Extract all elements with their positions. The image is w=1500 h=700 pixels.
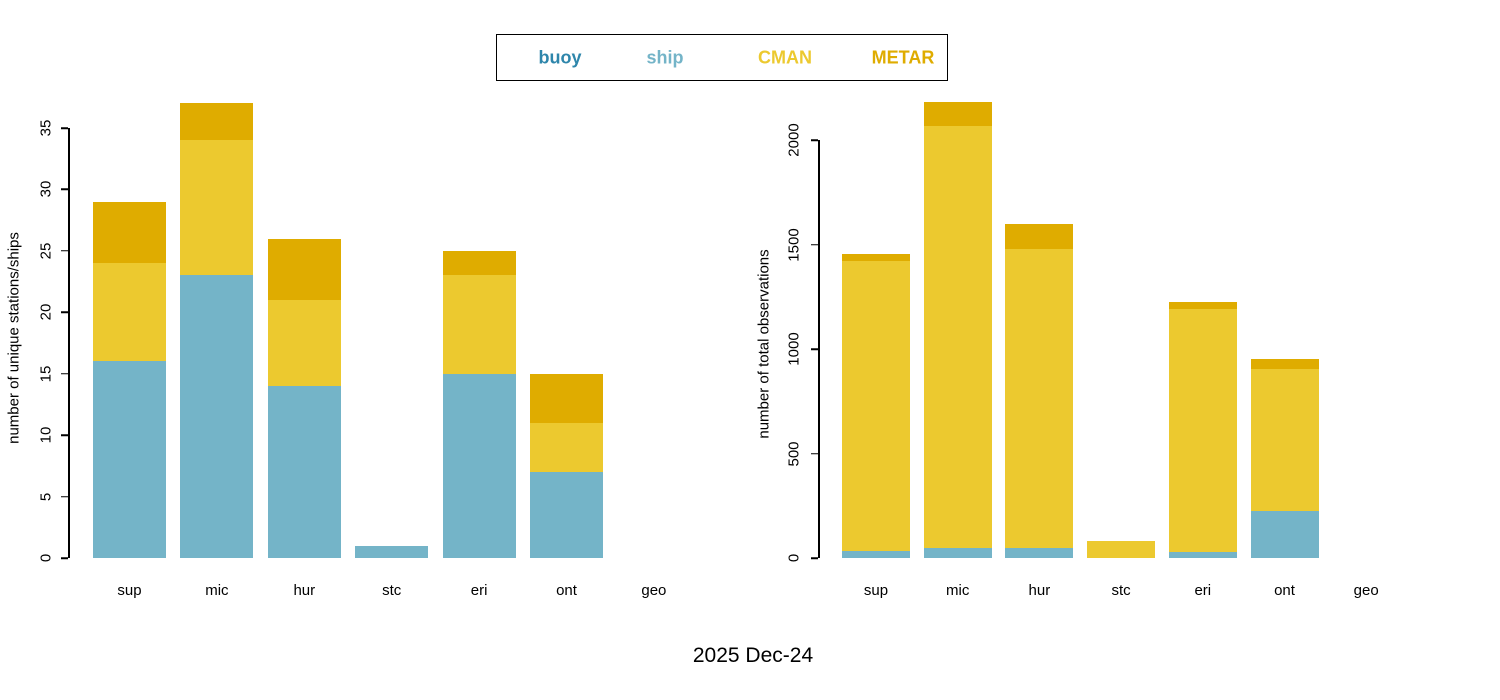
x-tick-label-mic: mic xyxy=(205,582,229,599)
y-tick-label: 2000 xyxy=(785,123,803,157)
bar-segment-CMAN xyxy=(267,300,341,386)
x-tick-label-stc: stc xyxy=(382,582,402,599)
y-axis-tick xyxy=(811,348,818,350)
legend-item-ship: ship xyxy=(646,47,684,67)
bar-segment-METAR xyxy=(1168,301,1237,310)
y-axis-tick xyxy=(61,311,68,314)
bar-segment-METAR xyxy=(180,103,254,141)
legend: buoy ship CMAN METAR xyxy=(496,34,948,81)
y-axis-tick xyxy=(61,495,68,498)
bar-segment-ship xyxy=(1168,551,1237,558)
legend-item-metar: METAR xyxy=(871,47,935,67)
x-tick-label-sup: sup xyxy=(863,582,889,599)
bar-segment-CMAN xyxy=(1087,541,1156,558)
y-axis-tick xyxy=(61,557,68,559)
y-axis-line xyxy=(818,140,820,558)
bar-segment-ship xyxy=(442,373,516,558)
x-tick-label-geo: geo xyxy=(641,582,667,599)
date-caption: 2025 Dec-24 xyxy=(692,644,814,667)
bar-segment-CMAN xyxy=(842,261,910,551)
bar-segment-ship xyxy=(842,550,910,558)
y-axis-title: number of total observations xyxy=(755,249,773,439)
stations-chart: 0 5 10 15 20 25 30 35 number of unique stations/… xyxy=(6,103,667,599)
x-tick-label-geo: geo xyxy=(1353,582,1379,599)
x-tick-label-sup: sup xyxy=(117,582,142,599)
bar-segment-METAR xyxy=(93,201,166,264)
bar-segment-ship xyxy=(1005,547,1074,558)
y-axis-tick xyxy=(61,188,68,191)
bar-segment-METAR xyxy=(842,253,910,262)
bar-segment-CMAN xyxy=(93,263,166,362)
bar-segment-CMAN xyxy=(442,275,516,374)
bar-segment-CMAN xyxy=(180,140,254,276)
bar-segment-CMAN xyxy=(530,422,603,472)
y-tick-label: 500 xyxy=(785,440,803,467)
y-axis-tick xyxy=(811,243,818,246)
y-axis-tick xyxy=(61,434,68,436)
bar-segment-ship xyxy=(267,386,341,558)
bar-segment-METAR xyxy=(1005,223,1074,249)
bar-segment-ship xyxy=(180,275,254,558)
x-tick-label-hur: hur xyxy=(293,582,316,599)
legend-item-cman: CMAN xyxy=(758,47,812,67)
bar-segment-CMAN xyxy=(1250,368,1319,511)
x-tick-label-eri: eri xyxy=(1194,582,1212,599)
bar-segment-METAR xyxy=(1250,359,1319,369)
x-tick-label-ont: ont xyxy=(1274,582,1295,599)
y-axis-tick xyxy=(811,452,818,455)
bar-segment-ship xyxy=(93,361,166,558)
y-axis-line xyxy=(68,128,70,558)
bar-segment-CMAN xyxy=(1005,248,1074,548)
y-axis-tick xyxy=(61,127,68,129)
y-axis-tick xyxy=(811,557,818,559)
bar-segment-ship xyxy=(923,547,992,558)
y-axis-tick xyxy=(61,250,68,252)
bar-segment-ship xyxy=(530,472,603,558)
bar-segment-ship xyxy=(1250,510,1319,558)
x-tick-label-eri: eri xyxy=(470,582,488,599)
bar-segment-METAR xyxy=(267,238,341,300)
y-tick-label: 1500 xyxy=(785,227,803,262)
bar-segment-CMAN xyxy=(1168,309,1237,552)
bar-segment-CMAN xyxy=(923,126,992,548)
y-axis-tick xyxy=(811,139,818,141)
y-axis-tick xyxy=(61,372,68,375)
bar-segment-METAR xyxy=(442,250,516,276)
x-tick-label-hur: hur xyxy=(1028,582,1051,599)
bar-segment-METAR xyxy=(923,102,992,127)
bar-segment-METAR xyxy=(530,373,603,423)
y-tick-label: 1000 xyxy=(785,332,803,366)
x-tick-label-stc: stc xyxy=(1111,582,1131,599)
bar-segment-ship xyxy=(355,545,429,558)
y-tick-label: 0 xyxy=(785,553,803,563)
x-tick-label-mic: mic xyxy=(946,582,970,599)
x-tick-label-ont: ont xyxy=(556,582,577,599)
legend-item-buoy: buoy xyxy=(538,47,582,67)
